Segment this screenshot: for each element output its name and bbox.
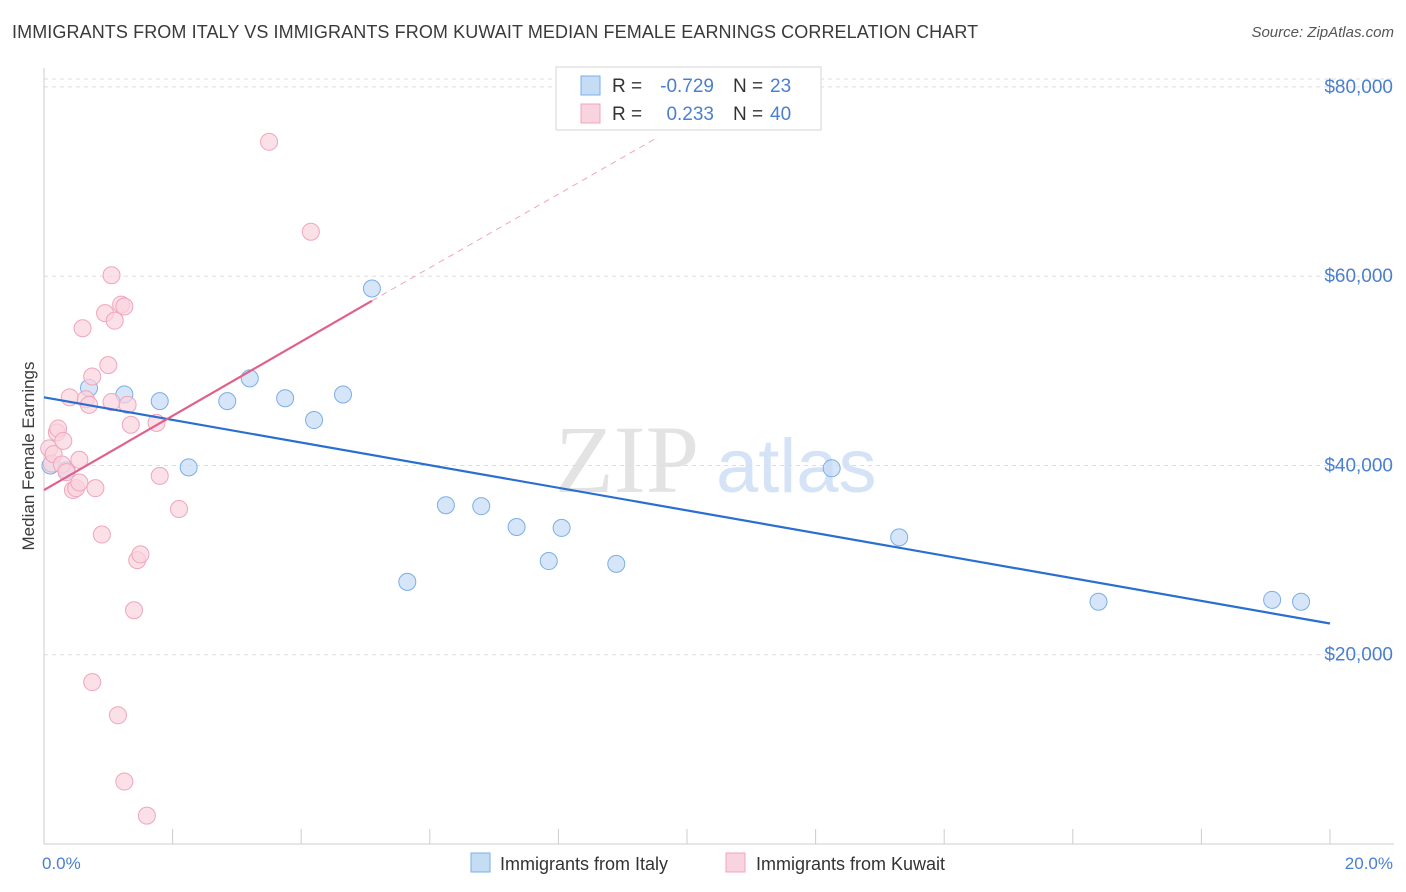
watermark-zip: ZIP (555, 406, 699, 513)
axes (43, 68, 1394, 845)
kuwait-point (54, 431, 73, 450)
trend-lines (43, 138, 1331, 625)
italy-point (507, 517, 526, 536)
italy-point (398, 572, 417, 591)
kuwait-point (102, 266, 121, 285)
y-tick-label: $80,000 (1324, 77, 1393, 98)
x-ticks (43, 829, 1331, 844)
watermark-atlas: atlas (716, 424, 877, 509)
stats-r-value-kuwait: 0.233 (666, 104, 714, 125)
italy-point (179, 458, 198, 477)
kuwait-point (137, 806, 156, 825)
italy-point (539, 552, 558, 571)
legend-swatch-italy (470, 852, 491, 873)
legend-swatch-kuwait (725, 852, 746, 873)
italy-trend-line (43, 396, 1331, 625)
kuwait-point (131, 545, 150, 564)
italy-point (436, 496, 455, 515)
kuwait-point (99, 356, 118, 375)
kuwait-point (86, 479, 105, 498)
stats-r-label-italy: R = (612, 76, 642, 97)
stats-swatch-italy (580, 75, 601, 96)
italy-point (150, 392, 169, 411)
y-axis-label: Median Female Earnings (19, 362, 38, 551)
y-tick-label: $60,000 (1324, 266, 1393, 287)
italy-point (362, 279, 381, 298)
stats-n-value-italy: 23 (770, 76, 791, 97)
series-legend: Immigrants from Italy Immigrants from Ku… (470, 852, 945, 874)
legend-label-italy: Immigrants from Italy (500, 854, 668, 874)
kuwait-point (118, 395, 137, 414)
y-tick-label: $20,000 (1324, 645, 1393, 666)
kuwait-point (73, 319, 92, 338)
y-tick-labels: $20,000 $40,000 $60,000 $80,000 (1324, 77, 1393, 666)
kuwait-point (108, 706, 127, 725)
stats-n-label-kuwait: N = (733, 104, 763, 125)
kuwait-point (83, 673, 102, 692)
italy-point (276, 389, 295, 408)
stats-legend: R = -0.729 N = 23 R = 0.233 N = 40 (555, 66, 822, 131)
chart-source: Source: ZipAtlas.com (1251, 24, 1394, 41)
kuwait-point (83, 367, 102, 386)
italy-point (218, 392, 237, 411)
kuwait-point (115, 297, 134, 316)
kuwait-point (105, 311, 124, 330)
italy-point (890, 528, 909, 547)
kuwait-point (125, 601, 144, 620)
watermark: ZIP atlas (555, 406, 877, 513)
data-points (40, 132, 1311, 825)
italy-point (607, 554, 626, 573)
legend-label-kuwait: Immigrants from Kuwait (756, 854, 945, 874)
italy-point (305, 411, 324, 430)
grid-lines (44, 78, 1394, 656)
chart-title: IMMIGRANTS FROM ITALY VS IMMIGRANTS FROM… (12, 22, 979, 42)
kuwait-point (70, 450, 89, 469)
stats-swatch-kuwait (580, 103, 601, 124)
kuwait-point (260, 132, 279, 151)
kuwait-point (70, 473, 89, 492)
stats-r-label-kuwait: R = (612, 104, 642, 125)
y-tick-label: $40,000 (1324, 455, 1393, 476)
kuwait-point (92, 525, 111, 544)
stats-r-value-italy: -0.729 (660, 76, 714, 97)
stats-n-value-kuwait: 40 (770, 104, 791, 125)
italy-point (1263, 590, 1282, 609)
italy-point (822, 459, 841, 478)
kuwait-point (150, 466, 169, 485)
kuwait-point (115, 772, 134, 791)
kuwait-point (121, 415, 140, 434)
stats-n-label-italy: N = (733, 76, 763, 97)
italy-point (472, 497, 491, 516)
kuwait-point (301, 222, 320, 241)
kuwait-point (170, 499, 189, 518)
x-tick-label-max: 20.0% (1345, 854, 1393, 873)
italy-point (1089, 592, 1108, 611)
kuwait-trend-line (43, 299, 373, 492)
x-tick-label-min: 0.0% (42, 854, 81, 873)
italy-point (333, 385, 352, 404)
italy-point (552, 518, 571, 537)
italy-point (1292, 592, 1311, 611)
